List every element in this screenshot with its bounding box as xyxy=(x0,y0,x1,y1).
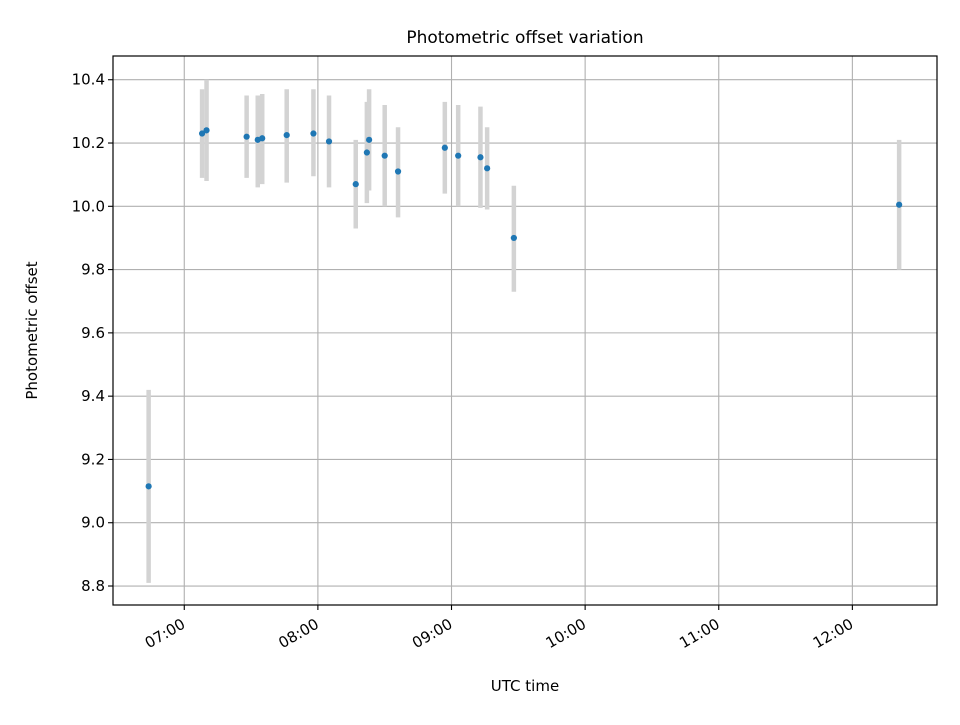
data-point xyxy=(310,130,317,137)
data-point xyxy=(381,152,388,159)
data-point xyxy=(145,483,152,490)
data-point xyxy=(455,152,462,159)
y-tick-label: 8.8 xyxy=(81,577,105,595)
data-point xyxy=(896,201,903,208)
data-points xyxy=(145,127,903,490)
y-tick-label: 9.4 xyxy=(81,387,105,405)
data-point xyxy=(363,149,370,156)
y-axis-label: Photometric offset xyxy=(23,261,41,399)
x-axis-label: UTC time xyxy=(491,677,559,695)
data-point xyxy=(477,154,484,161)
y-tick-label: 10.4 xyxy=(72,71,105,89)
data-point xyxy=(203,127,210,134)
y-tick-label: 9.2 xyxy=(81,450,105,468)
chart-title: Photometric offset variation xyxy=(406,28,643,48)
grid xyxy=(113,56,937,605)
y-tick-label: 10.0 xyxy=(72,197,105,215)
y-tick-label: 9.8 xyxy=(81,261,105,279)
data-point xyxy=(325,138,333,145)
data-point xyxy=(366,136,373,143)
data-point xyxy=(394,168,402,175)
data-point xyxy=(198,130,206,137)
data-point xyxy=(243,133,250,140)
plot-frame xyxy=(112,55,938,606)
data-point xyxy=(352,181,359,188)
y-tick-label: 9.0 xyxy=(81,514,105,532)
data-point xyxy=(259,135,266,142)
data-point xyxy=(510,234,517,242)
data-point xyxy=(283,132,290,139)
y-tick-label: 10.2 xyxy=(72,134,105,152)
y-tick-label: 9.6 xyxy=(81,324,105,342)
data-point xyxy=(441,144,448,151)
y-axis-ticks: 8.8 9.0 9.2 9.4 9.6 9.8 10.0 10.2 10.4 xyxy=(72,71,113,595)
data-point xyxy=(484,165,491,172)
